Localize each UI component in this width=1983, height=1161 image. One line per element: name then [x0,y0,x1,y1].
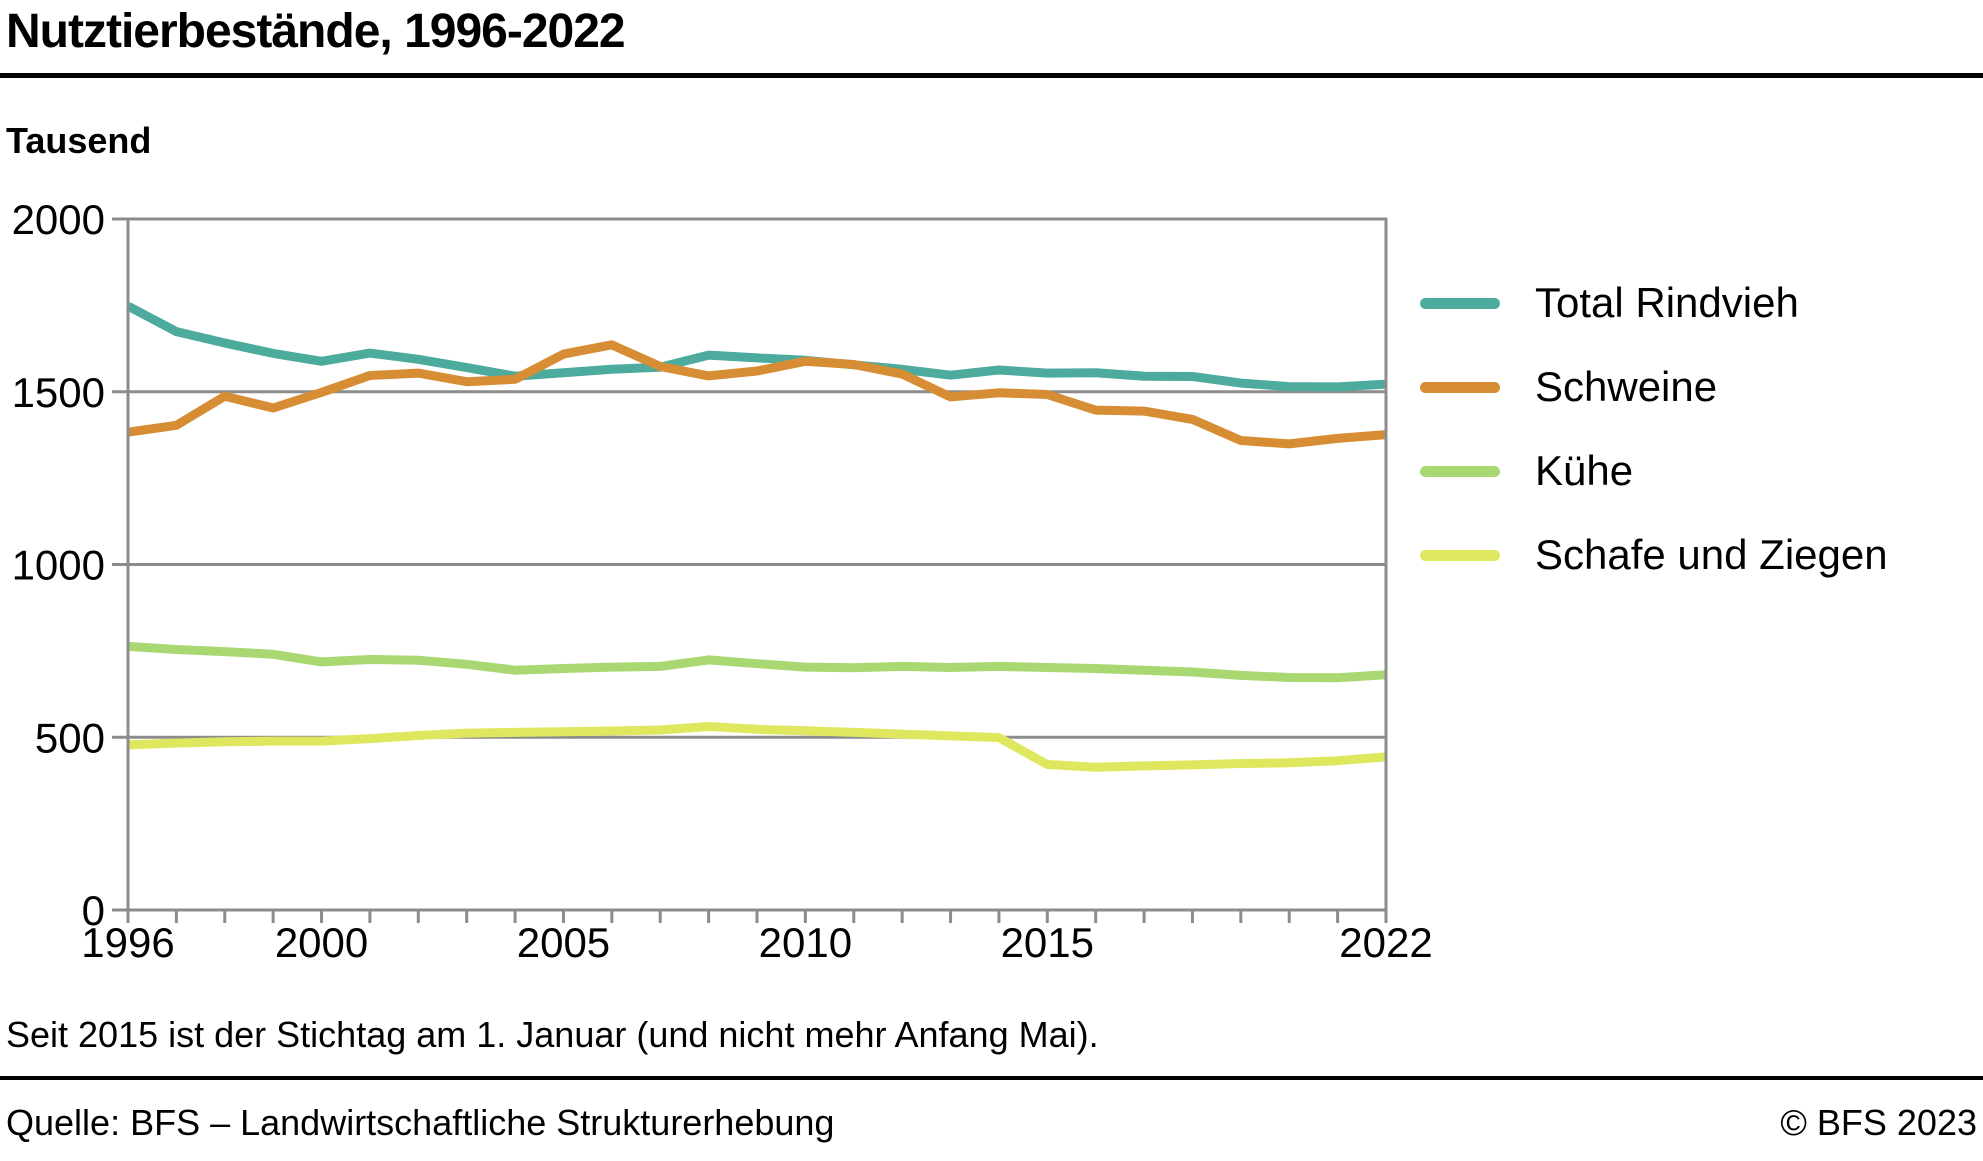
legend-swatch-schweine [1420,381,1500,393]
copyright-text: © BFS 2023 [1780,1102,1977,1143]
x-tick-label-2000: 2000 [275,919,368,966]
plot-border [126,217,1388,912]
axis-labels: 0 500 1000 1500 2000 1996 2000 2005 2010 2015 2022 [12,196,1433,966]
legend-swatch-schafe-ziegen [1420,549,1500,561]
legend: Total Rindvieh Schweine Kühe Schafe und … [1420,279,1980,617]
x-tick-label-2022: 2022 [1339,919,1432,966]
legend-label-kuehe: Kühe [1535,447,1634,494]
series-line-schweine [127,340,1387,449]
x-tick-label-2010: 2010 [759,919,852,966]
x-tick-label-2005: 2005 [517,919,610,966]
legend-swatch-kuehe [1420,465,1500,477]
series-line-k-he [127,641,1387,683]
axis-ticks [112,217,1388,923]
y-tick-label-500: 500 [35,714,105,761]
legend-item-total-rindvieh: Total Rindvieh [1420,279,1980,326]
page-title: Nutztierbestände, 1996-2022 [6,5,626,58]
y-tick-label-2000: 2000 [12,196,105,243]
y-tick-label-0: 0 [82,887,105,934]
legend-label-schafe-ziegen: Schafe und Ziegen [1535,531,1888,578]
y-tick-label-1500: 1500 [12,369,105,416]
legend-item-schweine: Schweine [1420,363,1980,410]
y-axis-unit-label: Tausend [6,120,152,161]
plot-frame [126,217,1388,912]
legend-label-total-rindvieh: Total Rindvieh [1535,279,1799,326]
series-line-schafe-und-ziegen [127,722,1387,772]
footer: Quelle: BFS – Landwirtschaftliche Strukt… [6,1102,1977,1144]
legend-label-schweine: Schweine [1535,363,1718,410]
source-text: Quelle: BFS – Landwirtschaftliche Strukt… [6,1102,835,1143]
y-tick-label-1000: 1000 [12,542,105,589]
title-divider [0,73,1983,78]
legend-swatch-total-rindvieh [1420,297,1500,309]
footnote: Seit 2015 ist der Stichtag am 1. Januar … [6,1014,1099,1055]
legend-item-kuehe: Kühe [1420,447,1980,494]
x-tick-label-2015: 2015 [1001,919,1094,966]
footer-divider [0,1076,1983,1080]
series-lines [125,302,1387,772]
gridlines [128,390,1386,739]
x-tick-label-1996: 1996 [81,919,174,966]
series-line-total-rindvieh [125,302,1387,392]
legend-item-schafe-ziegen: Schafe und Ziegen [1420,531,1980,578]
